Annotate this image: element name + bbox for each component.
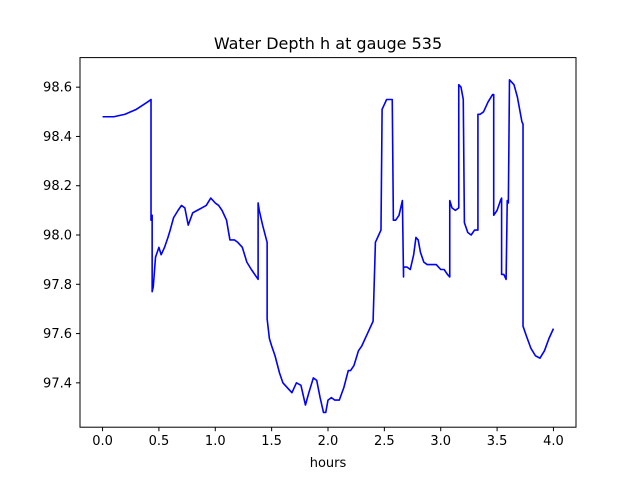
series-line-0 — [102, 78, 555, 414]
chart-title: Water Depth h at gauge 535 — [214, 34, 442, 53]
y-tick-label: 98.0 — [43, 229, 72, 244]
y-tick-label: 97.4 — [43, 376, 72, 391]
series-layer — [102, 78, 555, 414]
y-axis-ticks: 97.4 97.6 97.8 98.0 98.2 98.4 98.6 — [43, 81, 80, 391]
x-tick-label: 1.5 — [261, 434, 282, 449]
x-axis-label: hours — [310, 456, 347, 471]
x-tick-label: 2.0 — [318, 434, 339, 449]
x-tick-label: 0.0 — [92, 434, 113, 449]
x-tick-label: 2.5 — [374, 434, 395, 449]
y-tick-label: 98.6 — [43, 81, 72, 96]
x-axis-ticks: 0.0 0.5 1.0 1.5 2.0 2.5 3.0 3.5 4.0 — [92, 427, 564, 449]
x-tick-label: 1.0 — [205, 434, 226, 449]
y-tick-label: 98.4 — [43, 130, 72, 145]
y-tick-label: 98.2 — [43, 179, 72, 194]
y-tick-label: 97.8 — [43, 278, 72, 293]
x-tick-label: 4.0 — [543, 434, 564, 449]
x-tick-label: 0.5 — [149, 434, 170, 449]
x-tick-label: 3.0 — [430, 434, 451, 449]
x-tick-label: 3.5 — [487, 434, 508, 449]
y-tick-label: 97.6 — [43, 327, 72, 342]
